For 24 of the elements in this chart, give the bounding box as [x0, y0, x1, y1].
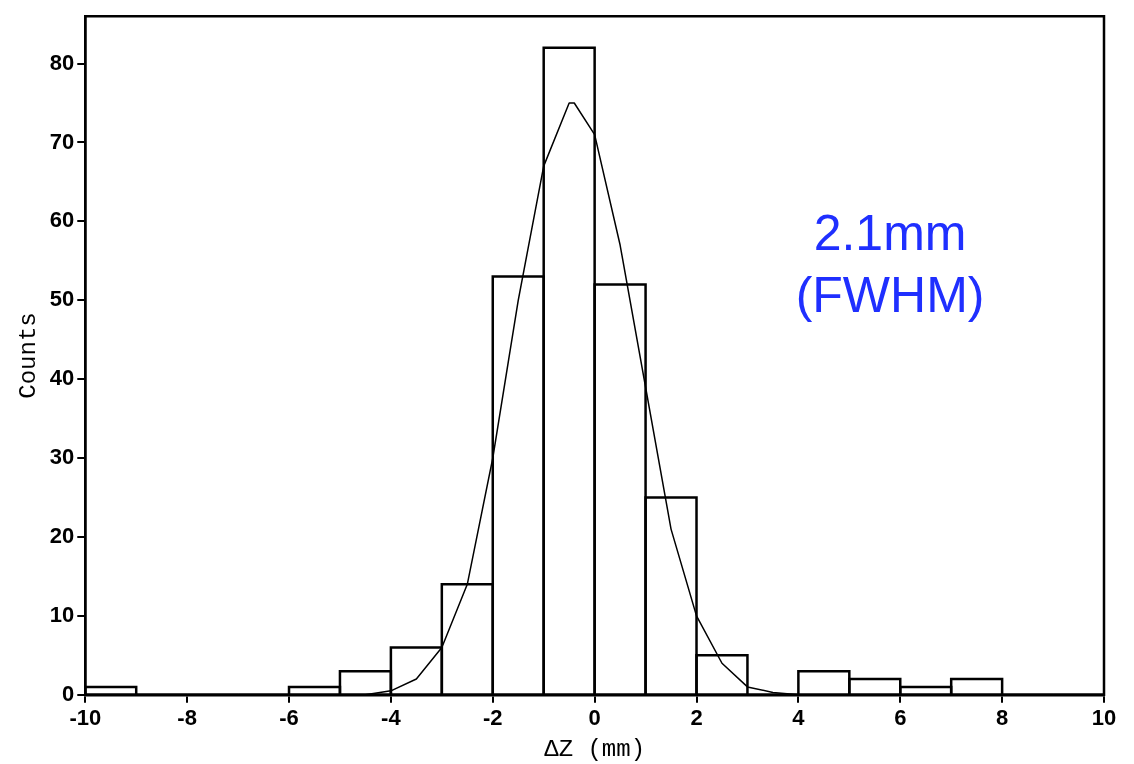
annotation: 2.1mm [813, 204, 967, 261]
x-tick-label: -10 [69, 705, 102, 731]
x-tick-label: 10 [1091, 705, 1117, 731]
y-axis-title: Counts [14, 312, 42, 399]
y-tick-label: 70 [49, 128, 75, 154]
y-tick-label: 60 [49, 207, 75, 233]
x-tick-label: -8 [177, 705, 197, 731]
y-tick-label: 30 [49, 444, 75, 470]
x-tick-label: 2 [690, 705, 703, 731]
annotation: (FWHM) [795, 266, 985, 323]
x-tick-label: 4 [792, 705, 806, 731]
y-tick-label: 80 [49, 49, 75, 75]
x-tick-label: -2 [482, 705, 503, 731]
x-tick-label: -6 [279, 705, 299, 731]
y-tick-label: 0 [62, 680, 75, 706]
y-tick-label: 40 [49, 365, 75, 391]
x-tick-label: 0 [588, 705, 601, 731]
x-axis-title: ΔZ (mm) [544, 735, 646, 763]
y-tick-label: 50 [49, 286, 75, 312]
x-tick-label: 6 [894, 705, 907, 731]
y-tick-label: 10 [49, 601, 75, 627]
x-tick-label: 8 [996, 705, 1009, 731]
x-tick-label: -4 [381, 705, 402, 731]
y-tick-label: 20 [49, 523, 75, 549]
